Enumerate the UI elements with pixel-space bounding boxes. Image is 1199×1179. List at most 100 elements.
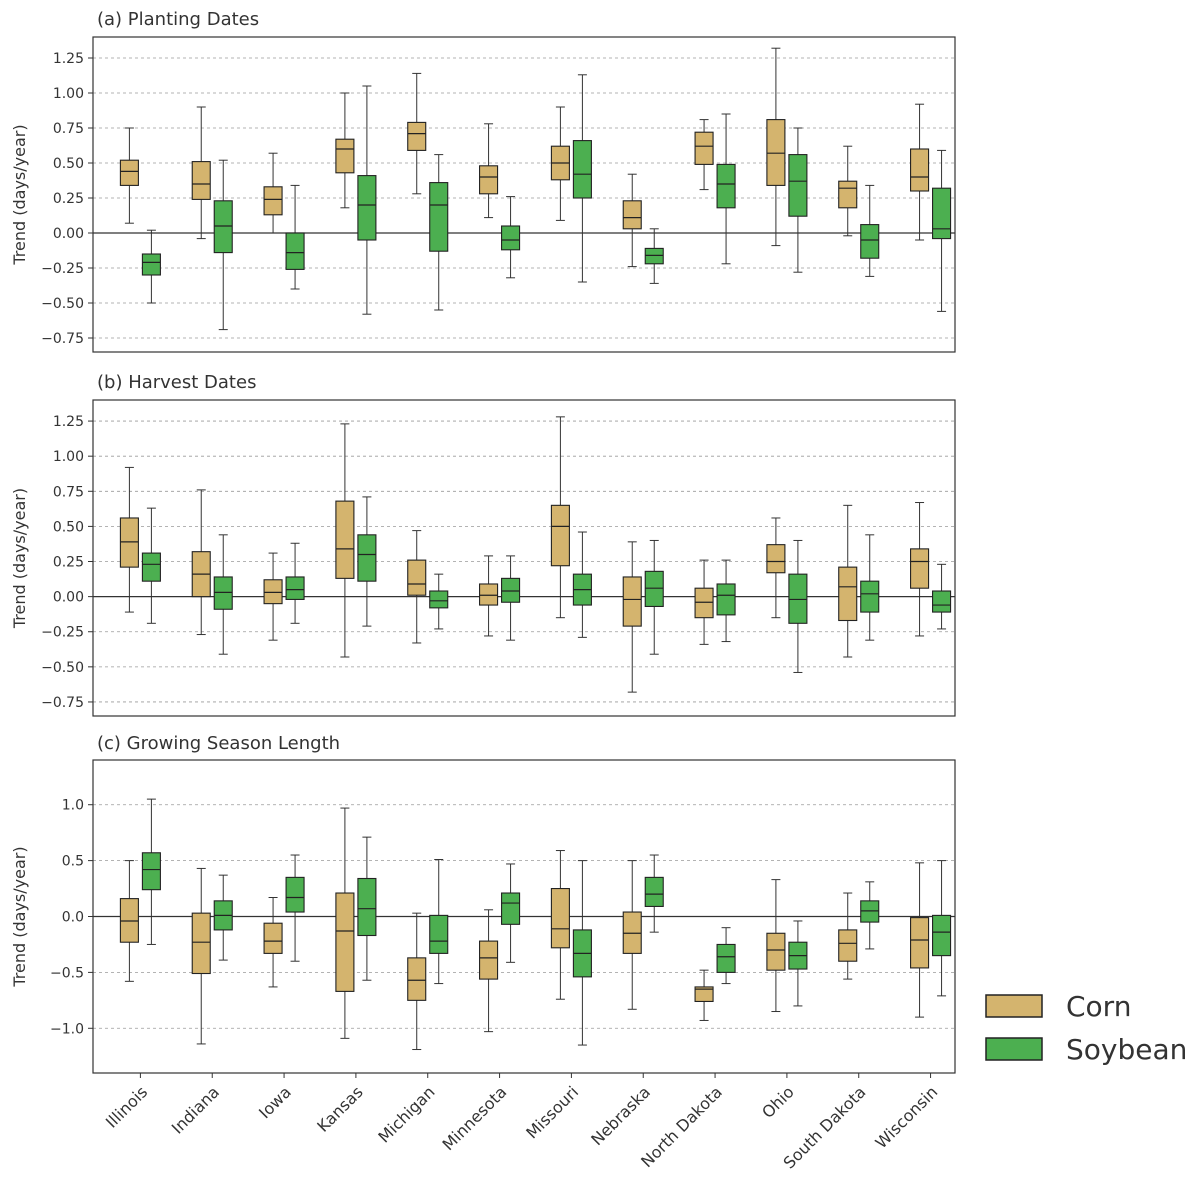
box-corn-missouri bbox=[550, 850, 570, 1000]
box-corn-missouri bbox=[550, 416, 570, 619]
box-iqr bbox=[644, 876, 664, 907]
box-corn-north-dakota bbox=[694, 969, 714, 1021]
box-corn-north-dakota bbox=[694, 559, 714, 645]
box-soybean-ohio bbox=[788, 539, 808, 673]
box-iqr bbox=[429, 182, 449, 252]
box-soybean-indiana bbox=[213, 159, 233, 331]
box-iqr bbox=[838, 180, 858, 209]
box-soybean-ohio bbox=[788, 127, 808, 273]
box-soybean-nebraska bbox=[644, 539, 664, 655]
y-tick-label: 0.25 bbox=[53, 555, 84, 571]
x-tick-label: Missouri bbox=[522, 1082, 582, 1142]
y-tick-label: −0.75 bbox=[41, 695, 84, 711]
box-iqr bbox=[694, 131, 714, 165]
box-soybean-illinois bbox=[141, 229, 161, 304]
box-soybean-south-dakota bbox=[860, 184, 880, 277]
box-soybean-illinois bbox=[141, 507, 161, 624]
box-iqr bbox=[766, 544, 786, 574]
box-soybean-michigan bbox=[429, 573, 449, 630]
box-soybean-missouri bbox=[572, 531, 592, 638]
box-corn-minnesota bbox=[479, 909, 499, 1033]
box-corn-wisconsin bbox=[910, 502, 930, 637]
box-corn-ohio bbox=[766, 47, 786, 247]
box-iqr bbox=[407, 957, 427, 1001]
box-corn-kansas bbox=[335, 423, 355, 658]
series-soybean bbox=[141, 798, 952, 1046]
box-corn-indiana bbox=[191, 867, 211, 1045]
box-soybean-north-dakota bbox=[716, 927, 736, 985]
y-tick-label: −0.50 bbox=[41, 296, 84, 312]
box-iqr bbox=[550, 504, 570, 567]
box-iqr bbox=[285, 876, 305, 913]
box-soybean-south-dakota bbox=[860, 881, 880, 950]
box-soybean-iowa bbox=[285, 542, 305, 624]
y-tick-label: 0.00 bbox=[53, 226, 84, 242]
box-iqr bbox=[644, 247, 664, 265]
box-iqr bbox=[263, 186, 283, 216]
box-iqr bbox=[119, 159, 139, 186]
box-soybean-south-dakota bbox=[860, 534, 880, 641]
box-iqr bbox=[263, 579, 283, 605]
y-tick-label: 0.5 bbox=[62, 854, 84, 870]
box-iqr bbox=[357, 534, 377, 582]
box-iqr bbox=[141, 253, 161, 276]
box-iqr bbox=[910, 548, 930, 589]
panels: −0.75 −0.50 −0.25 0.00 0.25 0.50 0.75 1.00 1.25 (… bbox=[10, 9, 956, 1074]
box-corn-ohio bbox=[766, 879, 786, 1013]
box-iqr bbox=[550, 888, 570, 949]
box-corn-illinois bbox=[119, 466, 139, 613]
x-tick-label: Indiana bbox=[168, 1082, 223, 1137]
box-corn-indiana bbox=[191, 106, 211, 240]
box-iqr bbox=[357, 175, 377, 241]
box-iqr bbox=[932, 590, 952, 613]
box-soybean-michigan bbox=[429, 858, 449, 985]
box-iqr bbox=[622, 200, 642, 230]
box-iqr bbox=[572, 140, 592, 199]
box-corn-indiana bbox=[191, 489, 211, 636]
y-tick-label: −0.25 bbox=[41, 261, 84, 277]
legend-swatch bbox=[985, 994, 1043, 1018]
x-axis-category-labels: Illinois Indiana Iowa Kansas Michigan Minneso… bbox=[102, 1073, 941, 1172]
box-soybean-indiana bbox=[213, 534, 233, 655]
panel-1: −0.75 −0.50 −0.25 0.00 0.25 0.50 0.75 1.00 1.25 (… bbox=[10, 9, 956, 353]
y-axis-label: Trend (days/year) bbox=[10, 124, 29, 265]
y-tick-label: 0.75 bbox=[53, 121, 84, 137]
box-iqr bbox=[141, 552, 161, 582]
box-iqr bbox=[479, 583, 499, 606]
box-iqr bbox=[838, 566, 858, 622]
legend-item-soybean: Soybean bbox=[985, 1033, 1187, 1066]
y-tick-label: 1.0 bbox=[62, 798, 84, 814]
box-iqr bbox=[479, 940, 499, 980]
x-tick-label: Illinois bbox=[102, 1082, 151, 1131]
y-tick-label: 1.25 bbox=[53, 414, 84, 430]
box-corn-iowa bbox=[263, 152, 283, 234]
box-iqr bbox=[335, 892, 355, 992]
box-iqr bbox=[716, 943, 736, 973]
box-iqr bbox=[788, 573, 808, 624]
y-tick-label: −0.5 bbox=[50, 965, 84, 981]
box-iqr bbox=[335, 138, 355, 174]
box-iqr bbox=[694, 986, 714, 1003]
box-iqr bbox=[119, 517, 139, 568]
box-iqr bbox=[716, 163, 736, 209]
panel-3: −1.0 −0.5 0.0 0.5 1.0 (c) Growing Season Leng… bbox=[10, 733, 956, 1074]
box-iqr bbox=[191, 161, 211, 200]
box-corn-south-dakota bbox=[838, 504, 858, 658]
box-iqr bbox=[429, 914, 449, 954]
y-tick-label: 0.50 bbox=[53, 519, 84, 535]
y-tick-label: 1.00 bbox=[53, 86, 84, 102]
legend-swatch bbox=[985, 1037, 1043, 1061]
box-iqr bbox=[285, 576, 305, 600]
box-soybean-minnesota bbox=[501, 196, 521, 279]
box-iqr bbox=[357, 877, 377, 937]
y-tick-label: −0.50 bbox=[41, 660, 84, 676]
box-iqr bbox=[213, 200, 233, 254]
x-tick-label: Michigan bbox=[374, 1082, 438, 1146]
y-tick-label: 0.50 bbox=[53, 156, 84, 172]
box-soybean-ohio bbox=[788, 920, 808, 1007]
box-iqr bbox=[910, 917, 930, 969]
panel-title: (c) Growing Season Length bbox=[97, 733, 340, 754]
y-tick-label: 0.0 bbox=[62, 910, 84, 926]
axes-frame bbox=[92, 759, 956, 1074]
x-tick-label: Ohio bbox=[758, 1082, 798, 1122]
